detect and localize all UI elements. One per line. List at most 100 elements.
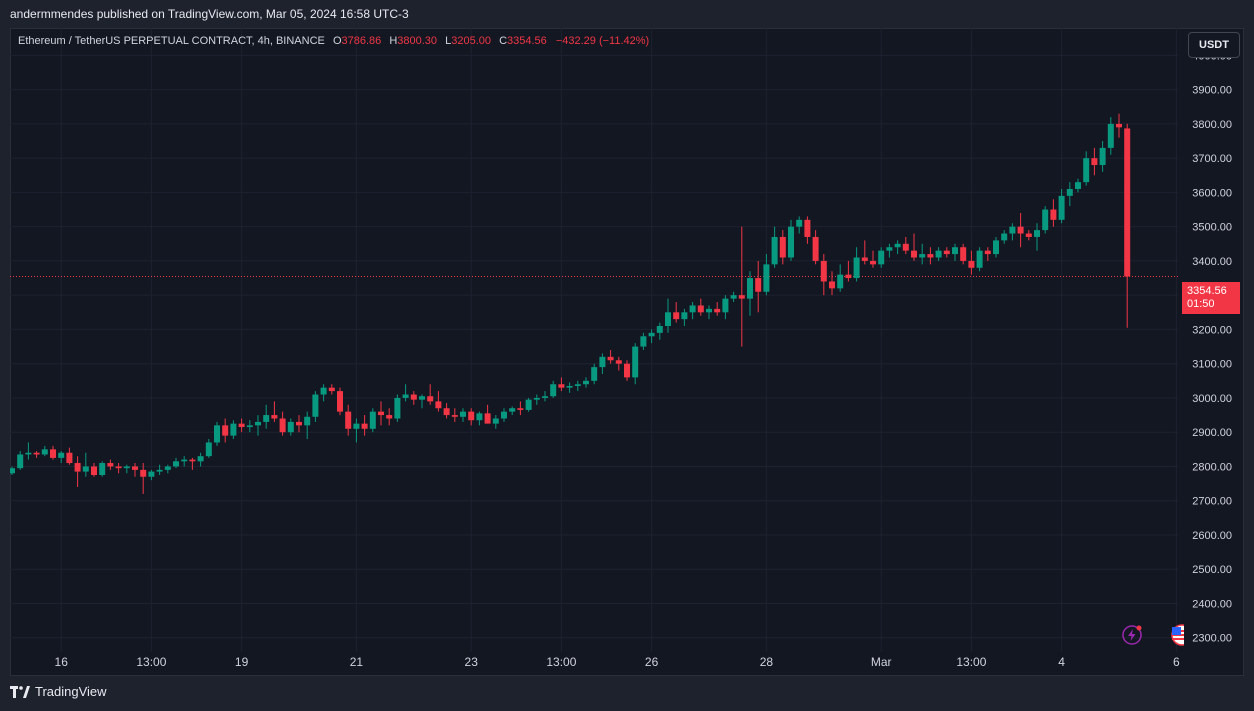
candle-up [148,471,155,477]
candle-up [632,346,639,378]
price-tick-label: 3100.00 [1192,359,1232,371]
candle-up [952,247,958,255]
candle-up [312,394,319,417]
candle-up [181,459,188,462]
candle-down [943,250,950,255]
price-tick-label: 3000.00 [1192,393,1232,405]
candle-up [730,295,737,299]
price-tick-label: 3200.00 [1192,324,1232,336]
change-value: −432.29 (−11.42%) [555,35,650,47]
candle-up [689,305,696,313]
candle-up [591,367,598,381]
candle-up [17,454,24,469]
candle-up [1107,123,1114,148]
lightning-icon[interactable] [1121,624,1143,646]
candle-down [968,260,975,268]
top-bar: andermmendes published on TradingView.co… [0,0,1254,28]
candle-up [123,466,130,469]
currency-button[interactable]: USDT [1188,32,1240,58]
candle-up [394,397,401,419]
candle-up [747,278,753,299]
bar-countdown: 01:50 [1187,298,1215,310]
candle-up [886,247,893,251]
candle-down [443,408,450,416]
candle-up [156,469,163,472]
candle-down [1124,128,1131,277]
price-tick-label: 2900.00 [1192,427,1232,439]
time-tick-label: 16 [55,655,69,669]
close-value: 3354.56 [507,35,547,47]
candle-down [820,260,827,282]
time-tick-label: Mar [871,655,892,669]
candle-down [66,452,73,464]
candle-down [140,469,147,477]
candle-up [935,250,942,258]
brand-name: TradingView [35,684,107,699]
candle-down [115,466,122,469]
price-tick-label: 3400.00 [1192,256,1232,268]
candle-down [1091,158,1098,166]
candle-up [164,466,171,470]
candle-down [337,391,343,412]
candle-down [50,449,56,458]
candle-down [960,247,967,261]
candle-up [837,274,844,289]
us-flag-icon[interactable] [1170,624,1184,646]
price-tick-label: 2700.00 [1192,496,1232,508]
symbol-title[interactable]: Ethereum / TetherUS PERPETUAL CONTRACT, … [18,35,325,47]
candle-down [1017,226,1024,234]
price-tick-label: 2400.00 [1192,598,1232,610]
candle-up [722,298,729,313]
candle-up [919,254,926,258]
open-value: 3786.86 [341,35,382,47]
candle-up [550,384,557,397]
candle-up [492,418,499,424]
candle-up [205,442,212,457]
candle-down [812,236,819,261]
time-axis[interactable]: 16 13:00 19 21 23 13:00 26 28 Mar 13:00 4 6 [55,655,1181,669]
price-tick-label: 3700.00 [1192,153,1232,165]
candle-up [542,396,548,398]
candle-down [33,452,40,455]
candle-up [304,416,311,426]
candle-down [468,411,475,421]
time-tick-label: 26 [645,655,659,669]
candle-up [509,408,516,412]
candle-down [74,463,81,472]
candle-down [673,312,680,320]
chart-canvas[interactable]: 2300.00 2400.00 2500.00 2600.00 2700.00 2800.… [10,28,1244,676]
candle-up [1083,158,1090,183]
price-tick-label: 3800.00 [1192,119,1232,131]
price-tick-label: 3900.00 [1192,85,1232,97]
close-label: C [499,35,508,47]
candle-down [911,250,917,258]
candle-down [714,308,721,313]
candle-up [853,257,860,279]
candle-up [894,243,901,248]
candle-up [402,394,409,398]
footer-brand[interactable]: TradingView [10,684,107,699]
candle-down [328,387,335,392]
candle-down [1116,123,1122,128]
symbol-legend: Ethereum / TetherUS PERPETUAL CONTRACT, … [18,35,649,47]
candle-up [419,396,425,400]
tradingview-logo-icon [10,685,30,698]
time-tick-label: 4 [1058,655,1065,669]
candle-up [574,384,581,386]
time-tick-label: 13:00 [956,655,986,669]
candle-down [902,243,909,251]
candle-up [599,356,606,368]
candle-down [1025,233,1032,237]
candle-down [861,257,868,261]
price-tick-label: 2600.00 [1192,530,1232,542]
candle-down [615,360,622,364]
price-axis[interactable]: 2300.00 2400.00 2500.00 2600.00 2700.00 2800.… [1192,50,1232,644]
candles [10,113,1131,494]
candle-up [706,308,712,313]
candle-up [656,326,663,333]
time-tick-label: 13:00 [136,655,166,669]
candle-down [435,401,442,409]
last-price-value: 3354.56 [1187,285,1227,297]
candle-up [353,423,360,429]
candle-up [878,250,885,265]
